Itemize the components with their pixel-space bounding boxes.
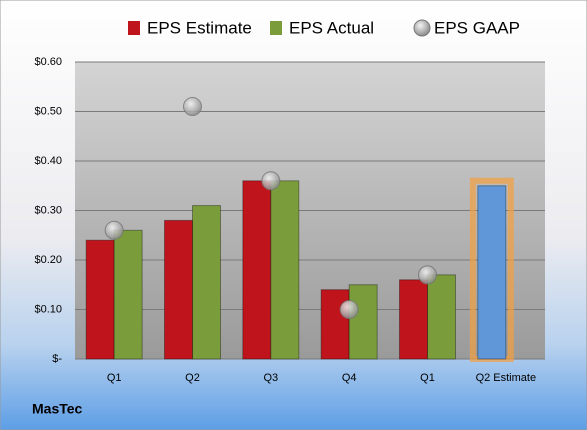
x-tick-label: Q3 bbox=[263, 372, 278, 384]
bar bbox=[348, 284, 378, 360]
gaap-marker bbox=[183, 97, 202, 117]
y-tick-label: $0.50 bbox=[34, 105, 62, 117]
legend-label: EPS Actual bbox=[289, 18, 374, 37]
y-tick-label: $- bbox=[52, 353, 62, 365]
legend-swatch bbox=[413, 19, 431, 37]
bar bbox=[85, 239, 115, 360]
gaap-marker bbox=[261, 171, 281, 191]
x-tick-label: Q1 bbox=[420, 372, 435, 384]
chart-title: MasTec bbox=[32, 401, 83, 417]
bar bbox=[113, 229, 143, 360]
x-tick-label: Q2 bbox=[185, 372, 200, 384]
y-tick-label: $0.30 bbox=[34, 204, 62, 216]
x-tick-label: Q4 bbox=[342, 372, 357, 384]
legend-swatch bbox=[270, 21, 282, 35]
x-tick-label: Q1 bbox=[107, 372, 122, 384]
gaap-marker bbox=[104, 220, 124, 240]
legend-label: EPS GAAP bbox=[434, 18, 520, 37]
y-tick-label: $0.40 bbox=[34, 155, 62, 167]
gaap-marker bbox=[339, 300, 359, 319]
bar bbox=[320, 289, 350, 360]
bar bbox=[427, 274, 456, 360]
bar bbox=[192, 205, 221, 360]
gaap-marker bbox=[418, 265, 437, 285]
bar bbox=[399, 279, 428, 360]
bar bbox=[477, 185, 507, 360]
bar bbox=[242, 180, 272, 360]
y-tick-label: $0.10 bbox=[34, 303, 62, 315]
bar bbox=[270, 180, 300, 360]
y-tick-label: $0.20 bbox=[34, 254, 62, 266]
legend-label: EPS Estimate bbox=[147, 18, 252, 37]
legend-swatch bbox=[128, 21, 140, 35]
y-tick-label: $0.60 bbox=[34, 56, 62, 68]
bar bbox=[164, 219, 193, 360]
x-tick-label: Q2 Estimate bbox=[476, 372, 537, 384]
